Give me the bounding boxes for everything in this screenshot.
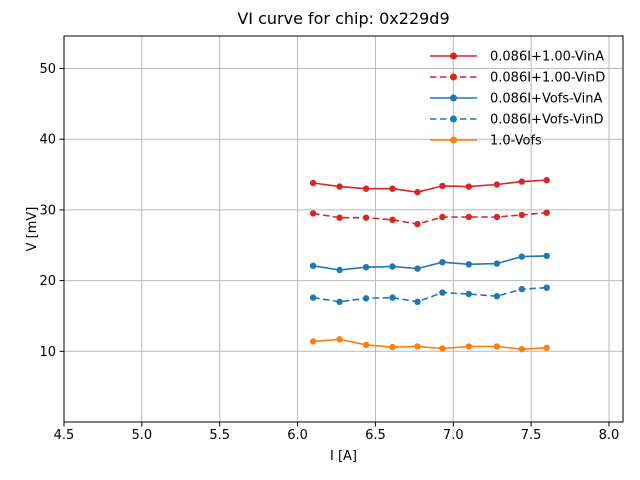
legend-item: 0.086I+1.00-VinD (430, 71, 605, 86)
data-point-marker (518, 211, 525, 219)
series-line (313, 338, 547, 351)
x-tick-label: 5.0 (132, 428, 153, 443)
series-3 (309, 252, 550, 274)
data-point-marker (518, 285, 525, 293)
legend-sample-marker (450, 115, 457, 123)
legend-sample-marker (450, 73, 457, 81)
series-4 (309, 284, 550, 305)
data-point-marker (518, 178, 525, 185)
y-tick-label: 50 (39, 62, 56, 77)
data-point-marker (414, 220, 421, 228)
legend-label: 0.086I+1.00-VinA (490, 50, 604, 65)
data-point-marker (465, 183, 472, 190)
data-point-marker (389, 263, 396, 270)
legend-sample-marker (450, 52, 457, 60)
data-point-marker (389, 343, 396, 351)
data-point-marker (543, 252, 550, 260)
data-point-marker (362, 295, 370, 302)
data-point-marker (439, 213, 446, 221)
y-tick-label: 10 (39, 345, 56, 360)
legend-sample-marker (450, 94, 457, 102)
data-point-marker (493, 293, 501, 300)
data-point-marker (439, 182, 446, 190)
data-point-marker (465, 261, 472, 268)
data-point-marker (543, 344, 550, 351)
x-tick-label: 5.5 (209, 428, 230, 443)
series-5 (309, 336, 550, 353)
data-point-marker (414, 343, 421, 350)
data-point-marker (309, 179, 317, 187)
legend-label: 0.086I+Vofs-VinA (490, 92, 603, 107)
data-point-marker (389, 185, 396, 192)
x-tick-label: 6.0 (287, 428, 308, 443)
data-point-marker (414, 298, 421, 305)
data-point-marker (414, 265, 421, 272)
data-point-marker (389, 216, 396, 223)
data-point-marker (309, 338, 317, 345)
data-point-marker (336, 298, 343, 305)
legend-item: 0.086I+1.00-VinA (430, 50, 604, 65)
data-point-marker (309, 294, 317, 301)
axes-spines (63, 35, 624, 423)
data-point-marker (362, 341, 370, 349)
data-point-marker (518, 253, 525, 260)
data-point-marker (439, 345, 446, 352)
data-point-marker (518, 346, 525, 353)
y-tick-label: 40 (39, 133, 56, 148)
series-1 (309, 177, 550, 196)
x-tick-label: 8.0 (599, 428, 620, 443)
legend-label: 0.086I+Vofs-VinD (490, 113, 604, 128)
data-point-marker (389, 294, 396, 301)
data-point-marker (362, 185, 370, 192)
data-point-marker (439, 259, 446, 266)
data-point-marker (362, 264, 370, 271)
x-tick-label: 6.5 (365, 428, 386, 443)
y-tick-label: 20 (39, 274, 56, 289)
x-tick-label: 7.5 (521, 428, 542, 443)
series-line (312, 286, 547, 303)
series-line (312, 179, 547, 194)
legend-item: 0.086I+Vofs-VinD (430, 113, 604, 128)
data-point-marker (336, 183, 343, 190)
data-point-marker (439, 289, 446, 296)
data-point-marker (543, 284, 550, 291)
data-point-marker (465, 290, 472, 298)
series-line (312, 211, 547, 225)
data-point-marker (465, 343, 472, 350)
legend-label: 1.0-Vofs (490, 134, 542, 149)
data-point-marker (493, 181, 501, 188)
legend-item: 0.086I+Vofs-VinA (430, 92, 603, 107)
x-tick-label: 4.5 (54, 428, 75, 443)
data-point-marker (336, 266, 343, 274)
y-tick-label: 30 (39, 203, 56, 218)
data-point-marker (543, 177, 550, 184)
data-point-marker (543, 209, 550, 216)
legend-sample-marker (450, 136, 457, 144)
series-line (312, 255, 547, 271)
data-point-marker (336, 214, 343, 221)
data-point-marker (309, 210, 317, 217)
data-point-marker (493, 260, 501, 267)
data-point-marker (493, 343, 501, 350)
legend-label: 0.086I+1.00-VinD (490, 71, 605, 86)
data-point-marker (362, 214, 370, 221)
data-point-marker (414, 189, 421, 196)
series-2 (309, 209, 550, 228)
chart-title: VI curve for chip: 0x229d9 (237, 9, 450, 28)
x-tick-label: 7.0 (443, 428, 464, 443)
data-point-marker (309, 262, 317, 269)
data-point-marker (465, 213, 472, 221)
legend-item: 1.0-Vofs (430, 134, 542, 149)
data-point-marker (336, 336, 343, 343)
x-axis-label: I [A] (329, 449, 357, 464)
data-point-marker (493, 213, 501, 221)
